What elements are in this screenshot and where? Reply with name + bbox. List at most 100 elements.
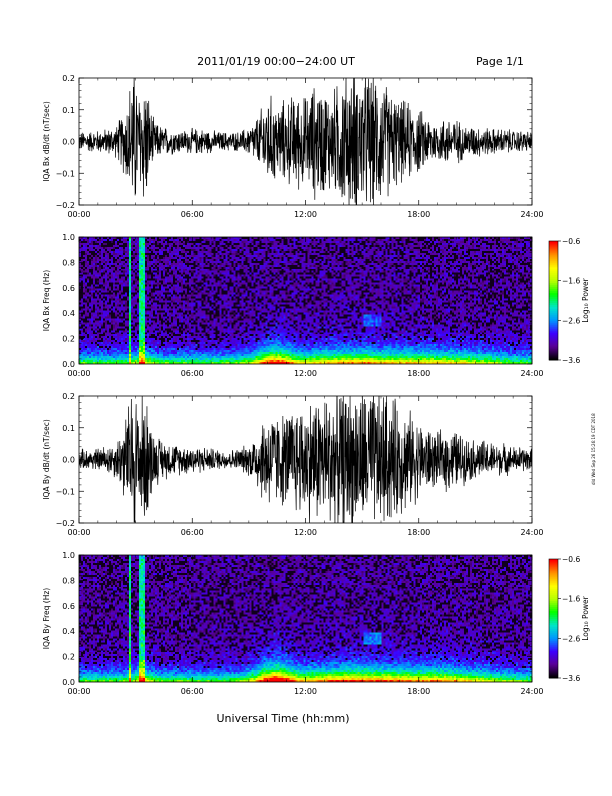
colorbar-segment — [549, 652, 558, 655]
x-tick-label: 24:00 — [520, 528, 543, 537]
colorbar: −0.6 −1.6 −2.6 −3.6 Log₁₀ Power — [548, 555, 590, 683]
y-tick-label: 0.8 — [62, 258, 75, 267]
x-tick-label: 12:00 — [294, 369, 317, 378]
colorbar-segment — [549, 604, 558, 608]
y-axis-label: IQA Bx dB/dt (nT/sec) — [42, 101, 51, 182]
colorbar-segment — [549, 340, 558, 343]
colorbar-segment — [549, 576, 558, 580]
colorbar-segment — [549, 662, 558, 665]
colorbar-segment — [549, 616, 558, 619]
x-tick-label: 24:00 — [520, 687, 543, 696]
x-tick-label: 06:00 — [181, 210, 204, 219]
colorbar-segment — [549, 286, 558, 290]
colorbar-segment — [549, 658, 558, 661]
x-tick-label: 06:00 — [181, 369, 204, 378]
x-tick-label: 12:00 — [294, 528, 317, 537]
spectrogram-image — [79, 555, 532, 682]
colorbar-segment — [549, 254, 558, 258]
colorbar-segment — [549, 300, 558, 303]
y-tick-label: −0.1 — [56, 169, 75, 178]
x-tick-label: 18:00 — [407, 687, 430, 696]
colorbar-segment — [549, 624, 558, 627]
colorbar-segment — [549, 559, 558, 562]
colorbar-label: Log₁₀ Power — [581, 595, 590, 640]
colorbar-segment — [549, 674, 558, 677]
colorbar-segment — [549, 650, 558, 653]
y-tick-label: 0.2 — [62, 335, 75, 344]
y-tick-label: 0.0 — [62, 456, 75, 465]
panels: 00:00 06:00 12:00 18:00 24:00 −0.2 −0.1 0.0 0.1 0… — [42, 74, 590, 696]
spectrogram-panel: 00:00 06:00 12:00 18:00 24:00 0.0 0.2 0.4 0.6 0.8… — [42, 551, 590, 696]
timeseries-panel: 00:00 06:00 12:00 18:00 24:00 −0.2 −0.1 0.0 0.1 0… — [42, 74, 544, 219]
x-tick-label: 18:00 — [407, 369, 430, 378]
y-tick-label: 0.2 — [62, 392, 75, 401]
colorbar-segment — [549, 338, 558, 341]
colorbar-segment — [549, 356, 558, 359]
colorbar-segment — [549, 634, 558, 637]
colorbar-segment — [549, 676, 558, 679]
colorbar-segment — [549, 622, 558, 625]
colorbar-segment — [549, 654, 558, 657]
y-tick-label: 0.4 — [62, 627, 75, 636]
colorbar-segment — [549, 348, 558, 351]
colorbar-segment — [549, 260, 558, 264]
y-tick-label: 0.0 — [62, 138, 75, 147]
colorbar-segment — [549, 346, 558, 349]
colorbar-segment — [549, 614, 558, 618]
colorbar-segment — [549, 568, 558, 572]
colorbar-segment — [549, 324, 558, 327]
colorbar-segment — [549, 314, 558, 317]
colorbar-segment — [549, 310, 558, 313]
colorbar-segment — [549, 256, 558, 260]
colorbar-segment — [549, 270, 558, 274]
colorbar-segment — [549, 672, 558, 675]
colorbar-segment — [549, 290, 558, 294]
x-tick-label: 00:00 — [67, 687, 90, 696]
y-tick-label: 0.0 — [62, 360, 75, 369]
x-axis-label: Universal Time (hh:mm) — [217, 712, 350, 725]
colorbar-segment — [549, 612, 558, 616]
y-tick-label: −0.1 — [56, 487, 75, 496]
colorbar-segment — [549, 280, 558, 284]
x-tick-label: 06:00 — [181, 528, 204, 537]
colorbar-segment — [549, 584, 558, 588]
colorbar-segment — [549, 242, 558, 246]
colorbar-segment — [549, 330, 558, 333]
y-tick-label: 0.1 — [62, 424, 75, 433]
colorbar-segment — [549, 328, 558, 331]
colorbar-segment — [549, 628, 558, 631]
colorbar-tick-label: −1.6 — [562, 277, 580, 286]
colorbar-tick-label: −1.6 — [562, 595, 580, 604]
x-tick-label: 06:00 — [181, 687, 204, 696]
colorbar-segment — [549, 276, 558, 280]
x-tick-label: 12:00 — [294, 210, 317, 219]
colorbar-segment — [549, 306, 558, 309]
colorbar-segment — [549, 298, 558, 301]
waveform-series — [79, 396, 532, 523]
colorbar-segment — [549, 326, 558, 329]
colorbar-segment — [549, 292, 558, 296]
colorbar-segment — [549, 606, 558, 610]
colorbar-segment — [549, 258, 558, 262]
colorbar-segment — [549, 660, 558, 663]
x-tick-label: 00:00 — [67, 210, 90, 219]
x-tick-label: 24:00 — [520, 210, 543, 219]
colorbar-tick-label: −2.6 — [562, 634, 580, 643]
spectrogram-panel: 00:00 06:00 12:00 18:00 24:00 0.0 0.2 0.4 0.6 0.8… — [42, 233, 590, 378]
colorbar-segment — [549, 590, 558, 594]
colorbar: −0.6 −1.6 −2.6 −3.6 Log₁₀ Power — [548, 237, 590, 365]
colorbar-segment — [549, 316, 558, 319]
colorbar-segment — [549, 666, 558, 669]
colorbar-segment — [549, 302, 558, 305]
y-tick-label: 0.6 — [62, 602, 75, 611]
timeseries-panel: 00:00 06:00 12:00 18:00 24:00 −0.2 −0.1 0.0 0.1 0… — [42, 392, 544, 537]
colorbar-segment — [549, 648, 558, 651]
colorbar-segment — [549, 282, 558, 286]
colorbar-segment — [549, 642, 558, 645]
waveform-series — [79, 78, 532, 205]
side-stamp: dld Wed Sep 26 15:26:19 CDT 2018 — [591, 413, 596, 485]
colorbar-segment — [549, 342, 558, 345]
colorbar-tick-label: −3.6 — [562, 356, 580, 365]
colorbar-segment — [549, 562, 558, 566]
colorbar-frame — [548, 240, 559, 361]
